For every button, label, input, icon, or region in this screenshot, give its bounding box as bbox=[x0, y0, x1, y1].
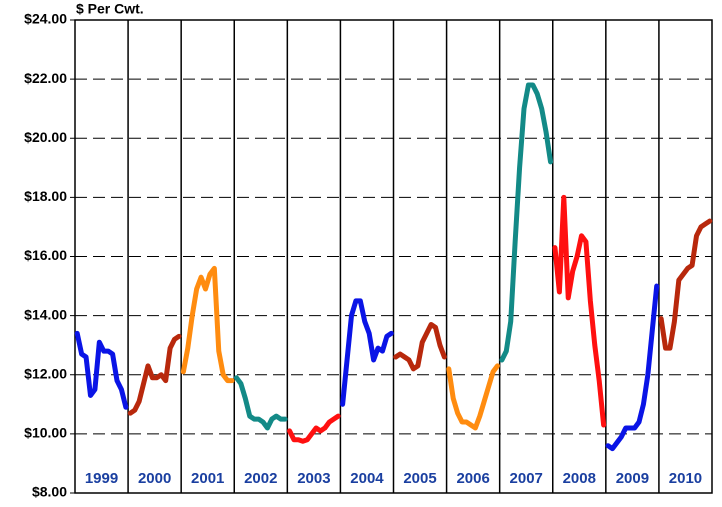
year-line bbox=[499, 82, 554, 363]
y-tick-label: $22.00 bbox=[24, 70, 67, 86]
year-label-bg bbox=[238, 469, 283, 488]
year-label-bg bbox=[344, 469, 389, 488]
y-tick-label: $14.00 bbox=[24, 306, 67, 322]
year-label-bg bbox=[398, 469, 443, 488]
year-label: 2010 bbox=[669, 470, 702, 487]
year-line bbox=[180, 265, 235, 384]
year-label-bg bbox=[610, 469, 655, 488]
year-label: 2003 bbox=[297, 470, 330, 487]
year-line bbox=[658, 218, 713, 351]
y-tick-label: $8.00 bbox=[32, 484, 67, 500]
y-tick-label: $10.00 bbox=[24, 425, 67, 441]
year-label: 2007 bbox=[510, 470, 543, 487]
year-line bbox=[393, 321, 447, 372]
year-line bbox=[605, 283, 660, 452]
year-label-bg bbox=[557, 469, 602, 488]
year-label: 2001 bbox=[191, 470, 224, 487]
plot-frame bbox=[74, 19, 713, 494]
year-label: 2005 bbox=[403, 470, 436, 487]
y-tick-label: $20.00 bbox=[24, 129, 67, 145]
year-label-bg bbox=[291, 469, 336, 488]
year-label-bg bbox=[451, 469, 496, 488]
year-line bbox=[340, 298, 394, 407]
y-tick-label: $16.00 bbox=[24, 247, 67, 263]
year-label-bg bbox=[132, 469, 177, 488]
year-line bbox=[127, 333, 182, 416]
y-axis-label: $ Per Cwt. bbox=[76, 1, 144, 17]
year-label: 1999 bbox=[85, 470, 118, 487]
year-line bbox=[74, 330, 129, 410]
year-label: 2006 bbox=[456, 470, 489, 487]
year-line bbox=[287, 413, 341, 444]
year-label-bg bbox=[185, 469, 230, 488]
y-tick-label: $12.00 bbox=[24, 365, 67, 381]
year-label: 2002 bbox=[244, 470, 277, 487]
year-label: 2009 bbox=[616, 470, 649, 487]
year-label: 2000 bbox=[138, 470, 171, 487]
y-tick-label: $24.00 bbox=[24, 11, 67, 27]
year-line bbox=[446, 363, 500, 431]
year-label-bg bbox=[79, 469, 124, 488]
year-label: 2008 bbox=[563, 470, 596, 487]
year-label-bg bbox=[504, 469, 549, 488]
year-label: 2004 bbox=[350, 470, 384, 487]
year-label-bg bbox=[663, 469, 708, 488]
year-line bbox=[233, 375, 288, 431]
y-tick-label: $18.00 bbox=[24, 188, 67, 204]
year-line bbox=[552, 194, 607, 428]
